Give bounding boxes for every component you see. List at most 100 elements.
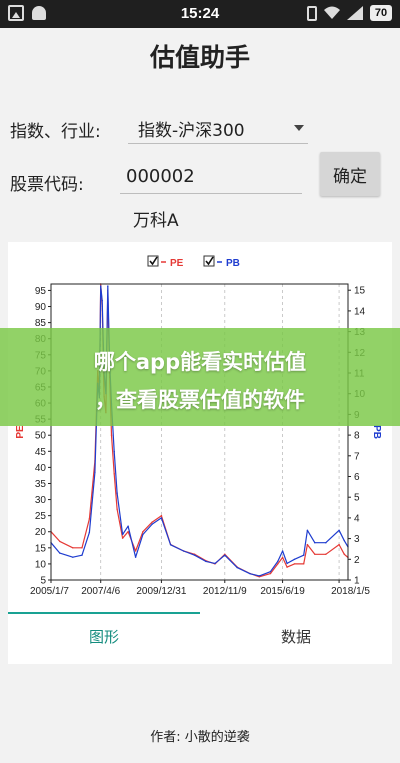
x-tick-label: 2009/12/31: [136, 586, 186, 597]
chart-card: PE PB 2005/1/7 2007/4/6 2009/12/31 2012/11/9 2…: [8, 242, 392, 612]
valuation-chart: PE PB 2005/1/7 2007/4/6 2009/12/31 2012/11/9 2…: [15, 255, 382, 597]
data-point-pb: [214, 562, 216, 565]
data-point-pe: [277, 563, 279, 565]
data-point-pe: [142, 531, 144, 533]
left-tick-label: 90: [35, 302, 47, 313]
left-tick-label: 35: [35, 479, 47, 490]
banner: 哪个app能看实时估值 ，查看股票估值的软件: [0, 328, 400, 426]
tab-data[interactable]: 数据: [280, 628, 311, 646]
x-tick-label: 2015/6/19: [260, 586, 305, 597]
index-dropdown-value: 指数-沪深300: [138, 121, 245, 141]
dropdown-arrow-icon: [294, 125, 304, 131]
data-point-pb: [81, 554, 83, 556]
legend-checkbox-pb: [203, 255, 215, 267]
data-point-pb: [236, 566, 238, 569]
signal-icon: [347, 6, 363, 20]
data-point-pe: [116, 508, 118, 510]
left-tick-label: 30: [35, 495, 47, 506]
data-point-pe: [160, 514, 163, 517]
data-point-pb: [306, 529, 309, 532]
stock-name: 万科A: [133, 211, 179, 231]
data-point-pb: [160, 517, 163, 519]
left-tick-label: 45: [35, 447, 47, 458]
index-dropdown[interactable]: 指数-沪深300: [128, 108, 308, 144]
battery-icon: 70: [370, 5, 392, 21]
data-point-pe: [88, 518, 91, 520]
data-point-pe: [72, 547, 74, 549]
data-point-pe: [121, 537, 124, 539]
data-point-pe: [110, 434, 113, 436]
legend-checkbox-pe: [147, 255, 159, 267]
data-point-pb: [224, 554, 226, 556]
android-icon: [32, 6, 46, 20]
data-point-pb: [169, 544, 172, 546]
stock-code-input[interactable]: [120, 160, 302, 194]
data-point-pb: [281, 550, 284, 552]
x-tick-label: 2018/1/5: [331, 586, 370, 597]
banner-line-2: ，查看股票估值的软件: [95, 388, 305, 412]
data-point-pb: [88, 531, 91, 534]
banner-line-1: 哪个app能看实时估值: [93, 350, 307, 374]
right-tick-label: 3: [354, 534, 360, 545]
data-point-pe: [286, 566, 288, 568]
left-tick-label: 95: [35, 286, 47, 297]
data-point-pb: [286, 562, 288, 565]
left-tick-label: 85: [35, 318, 47, 329]
right-tick-label: 7: [354, 451, 360, 462]
data-point-pb: [107, 285, 109, 287]
status-bar: 15:24 70: [0, 0, 400, 28]
data-point-pb: [193, 554, 196, 556]
data-point-pb: [72, 556, 74, 558]
data-point-pb: [343, 539, 345, 542]
code-label: 股票代码:: [10, 175, 84, 195]
legend-label-pe: PE: [170, 258, 184, 269]
left-tick-label: 20: [35, 527, 47, 538]
right-tick-label: 15: [354, 286, 366, 297]
data-point-pb: [113, 450, 115, 453]
page-title: 估值助手: [149, 43, 250, 72]
right-tick-label: 5: [354, 493, 360, 504]
data-point-pb: [101, 299, 103, 302]
data-point-pb: [277, 560, 279, 563]
data-point-pb: [269, 571, 272, 573]
data-point-pe: [81, 547, 83, 549]
wifi-icon: [324, 6, 340, 19]
data-point-pb: [302, 554, 305, 556]
data-point-pb: [151, 523, 153, 525]
data-point-pb: [249, 573, 251, 575]
left-tick-label: 5: [40, 576, 46, 587]
left-tick-label: 15: [35, 543, 47, 554]
data-point-pb: [121, 533, 124, 536]
data-point-pb: [94, 471, 96, 474]
data-point-pe: [127, 531, 129, 533]
data-point-pb: [293, 558, 296, 561]
right-tick-label: 1: [354, 576, 360, 587]
check-icon: [149, 256, 158, 266]
legend-label-pb: PB: [226, 258, 240, 269]
data-point-pe: [269, 572, 272, 575]
data-point-pe: [325, 553, 327, 555]
author-credit: 作者: 小散的逆袭: [150, 730, 250, 745]
x-tick-label: 2005/1/7: [30, 586, 69, 597]
data-point-pe: [306, 543, 309, 546]
right-tick-label: 8: [354, 431, 360, 442]
right-tick-label: 4: [354, 513, 360, 524]
right-tick-label: 2: [354, 555, 360, 566]
data-point-pb: [134, 556, 137, 558]
data-point-pb: [325, 542, 327, 544]
x-tick-label: 2007/4/6: [81, 586, 120, 597]
data-point-pe: [343, 553, 345, 555]
tab-chart[interactable]: 图形: [8, 612, 200, 664]
left-tick-label: 25: [35, 511, 47, 522]
picture-icon: [8, 5, 24, 21]
left-tick-label: 10: [35, 559, 47, 570]
data-point-pb: [314, 542, 316, 544]
data-point-pb: [116, 492, 118, 494]
left-axis-label: PE: [15, 425, 26, 439]
status-time: 15:24: [180, 5, 220, 22]
data-point-pb: [100, 285, 102, 287]
plot-frame: [50, 283, 349, 581]
data-point-pe: [113, 473, 115, 475]
confirm-button[interactable]: 确定: [320, 152, 380, 196]
data-point-pe: [151, 521, 153, 523]
